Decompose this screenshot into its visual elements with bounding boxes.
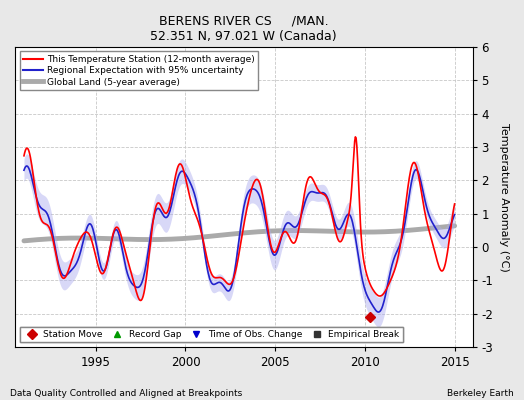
Title: BERENS RIVER CS     /MAN.
52.351 N, 97.021 W (Canada): BERENS RIVER CS /MAN. 52.351 N, 97.021 W… xyxy=(150,15,337,43)
Text: Berkeley Earth: Berkeley Earth xyxy=(447,389,514,398)
Text: Data Quality Controlled and Aligned at Breakpoints: Data Quality Controlled and Aligned at B… xyxy=(10,389,243,398)
Legend: Station Move, Record Gap, Time of Obs. Change, Empirical Break: Station Move, Record Gap, Time of Obs. C… xyxy=(19,327,402,342)
Y-axis label: Temperature Anomaly (°C): Temperature Anomaly (°C) xyxy=(499,122,509,271)
